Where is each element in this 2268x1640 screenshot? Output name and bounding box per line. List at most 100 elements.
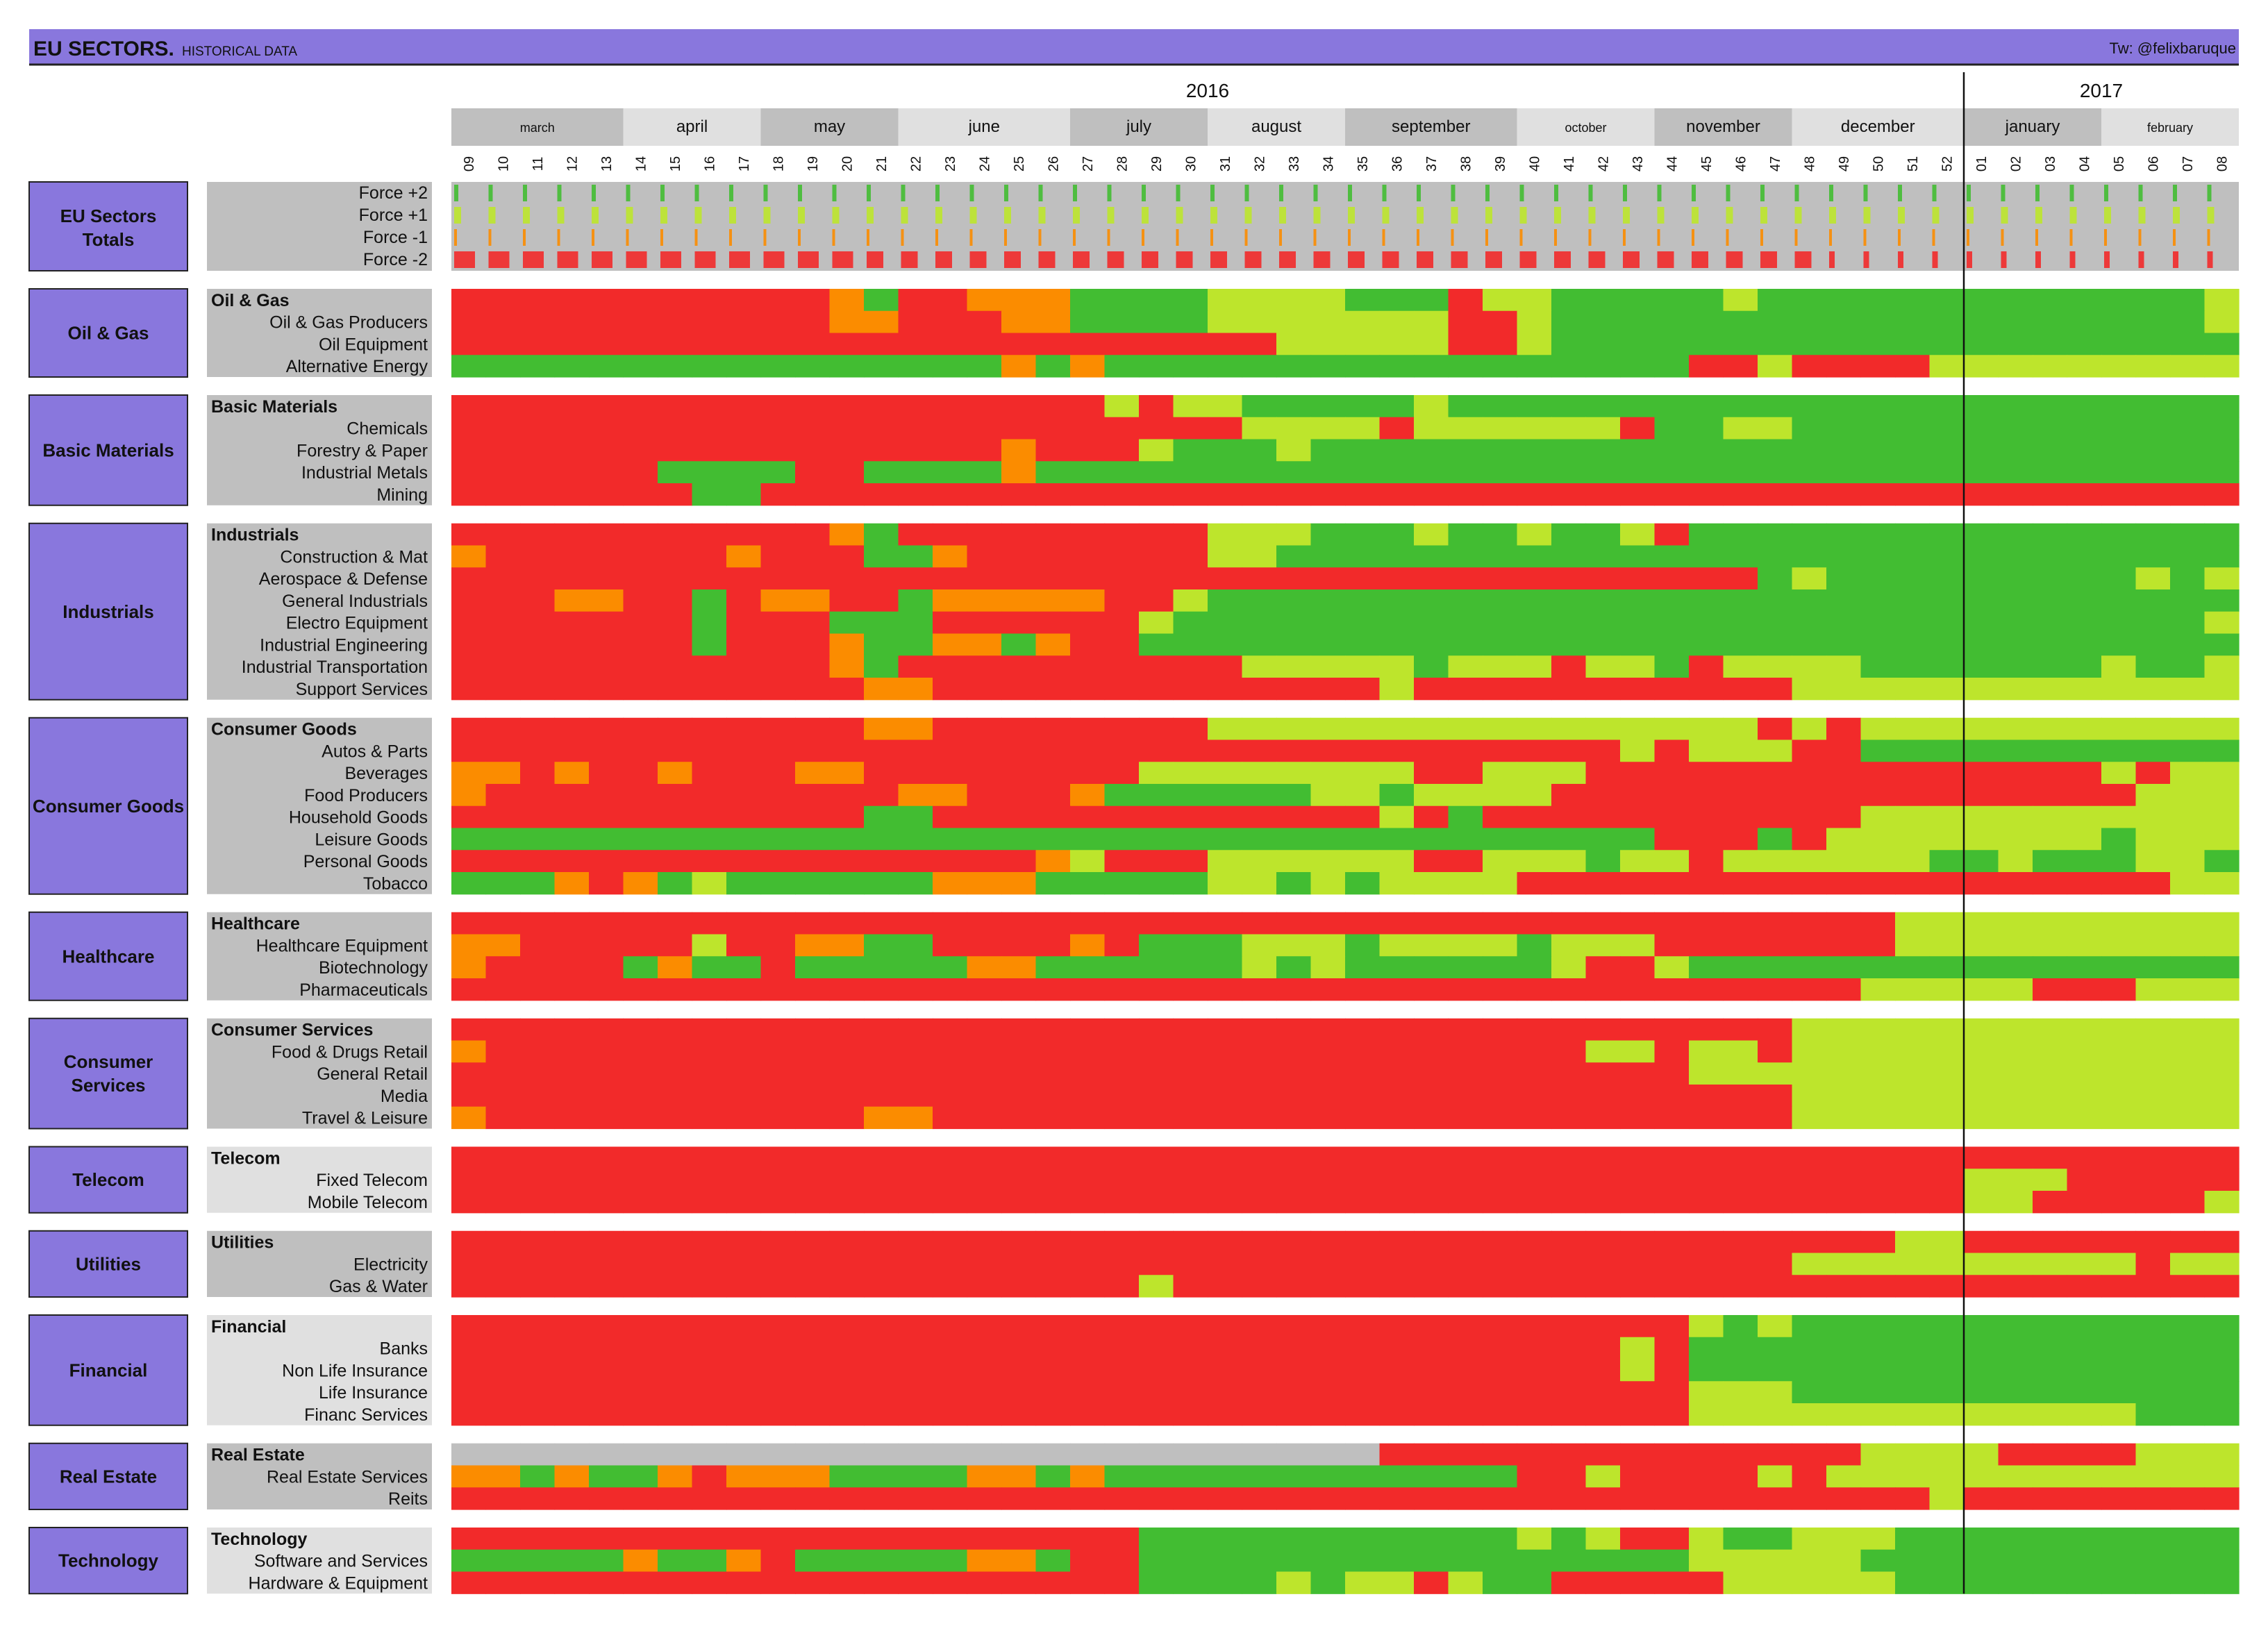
heat-cell: [1070, 1146, 1106, 1169]
heat-cell: [760, 523, 796, 546]
heat-cell: [933, 1146, 968, 1169]
heat-cell: [2204, 828, 2240, 851]
sector-box[interactable]: [28, 911, 188, 1001]
heat-cell: [658, 1040, 693, 1063]
heat-cell: [1448, 784, 1483, 807]
heat-cell: [1895, 655, 1931, 678]
heat-cell: [1173, 1528, 1208, 1550]
heat-cell: [1654, 1191, 1690, 1214]
heat-cell: [1414, 1146, 1449, 1169]
heat-cell: [1517, 717, 1552, 741]
heat-cell: [726, 310, 762, 334]
heat-cell: [726, 483, 762, 506]
heat-cell: [1826, 1571, 1862, 1594]
heat-cell: [864, 417, 899, 440]
heat-cell: [1998, 934, 2033, 957]
heat-cell: [1998, 912, 2033, 935]
heat-cell: [1173, 805, 1208, 829]
heat-cell: [589, 1018, 624, 1041]
heat-cell: [1964, 872, 1999, 895]
heat-cell: [2204, 655, 2240, 678]
heat-cell: [2135, 850, 2171, 873]
heat-cell: [1758, 1359, 1793, 1382]
heat-cell: [1758, 483, 1793, 506]
heat-cell: [1929, 333, 1965, 355]
sector-box[interactable]: [28, 394, 188, 506]
heat-cell: [2204, 850, 2240, 873]
heat-cell: [1104, 850, 1140, 873]
heat-cell: [1964, 545, 1999, 568]
heat-cell: [1654, 978, 1690, 1001]
heat-cell: [1758, 439, 1793, 462]
totals-bar: [1176, 251, 1193, 268]
heat-cell: [795, 912, 831, 935]
totals-bar: [1829, 229, 1832, 246]
heat-cell: [1758, 1337, 1793, 1360]
heat-cell: [967, 739, 1002, 762]
heat-cell: [1001, 1381, 1037, 1404]
sector-box[interactable]: [28, 717, 188, 895]
heat-cell: [2101, 1085, 2137, 1107]
totals-bar: [969, 207, 977, 224]
heat-cell: [1001, 762, 1037, 785]
heat-cell: [1483, 850, 1518, 873]
sector-box[interactable]: [28, 1442, 188, 1510]
heat-cell: [1001, 589, 1037, 612]
heat-cell: [1551, 678, 1587, 701]
heat-cell: [2135, 1169, 2171, 1191]
heat-cell: [1448, 611, 1483, 635]
heat-cell: [1792, 1403, 1827, 1426]
sector-box[interactable]: [28, 1146, 188, 1214]
heat-cell: [2033, 1337, 2068, 1360]
heat-cell: [1895, 1275, 1931, 1298]
sector-box-totals[interactable]: [28, 181, 188, 271]
sector-box[interactable]: [28, 522, 188, 701]
sector-box[interactable]: [28, 1017, 188, 1130]
heat-cell: [726, 545, 762, 568]
week-tick: 38: [1458, 156, 1474, 171]
heat-cell: [726, 1018, 762, 1041]
heat-cell: [1448, 461, 1483, 484]
sector-box[interactable]: [28, 1527, 188, 1595]
heat-cell: [2204, 310, 2240, 334]
heat-cell: [1517, 912, 1552, 935]
heat-cell: [1654, 1085, 1690, 1107]
heat-cell: [589, 1315, 624, 1338]
heat-cell: [589, 439, 624, 462]
heat-cell: [2135, 611, 2171, 635]
heat-cell: [1035, 717, 1071, 741]
heat-cell: [1517, 828, 1552, 851]
heat-cell: [1758, 1191, 1793, 1214]
heat-cell: [1964, 355, 1999, 378]
heat-cell: [1964, 1381, 1999, 1404]
heat-cell: [1242, 461, 1277, 484]
heat-cell: [1551, 872, 1587, 895]
heat-cell: [898, 1403, 933, 1426]
heat-cell: [1104, 956, 1140, 979]
heat-cell: [1448, 678, 1483, 701]
heat-cell: [760, 678, 796, 701]
heat-cell: [726, 1146, 762, 1169]
totals-row-label: Force +2: [359, 183, 428, 203]
sector-box[interactable]: [28, 1230, 188, 1298]
heat-cell: [2170, 483, 2206, 506]
heat-cell: [1964, 567, 1999, 590]
heat-cell: [2135, 289, 2171, 312]
heat-cell: [1173, 1443, 1208, 1466]
row-label-sector: Oil & Gas: [211, 291, 290, 310]
heat-cell: [1276, 1381, 1312, 1404]
heat-cell: [658, 355, 693, 378]
heat-cell: [1929, 567, 1965, 590]
heat-cell: [623, 333, 658, 355]
heat-cell: [1104, 1381, 1140, 1404]
heat-cell: [1173, 1230, 1208, 1254]
heat-cell: [451, 912, 487, 935]
heat-cell: [1070, 589, 1106, 612]
sector-box[interactable]: [28, 288, 188, 378]
sector-box[interactable]: [28, 1314, 188, 1426]
heat-cell: [760, 934, 796, 957]
heat-cell: [1585, 333, 1621, 355]
heat-cell: [1001, 872, 1037, 895]
heat-cell: [1448, 1169, 1483, 1191]
heat-cell: [933, 1169, 968, 1191]
